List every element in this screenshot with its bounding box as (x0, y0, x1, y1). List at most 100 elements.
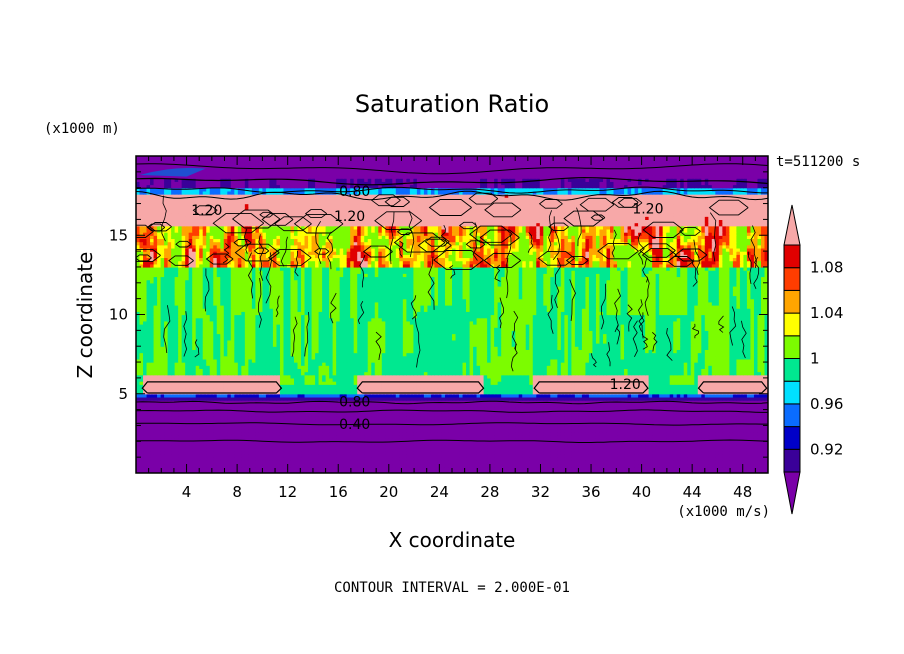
field-cell (244, 447, 249, 452)
field-cell (315, 453, 320, 458)
field-cell (525, 447, 530, 452)
field-cell (251, 441, 256, 446)
field-cell (367, 463, 372, 468)
field-cell (167, 460, 172, 465)
field-cell (539, 457, 544, 461)
field-cell (673, 444, 678, 449)
field-cell (659, 469, 664, 473)
field-cell (560, 450, 565, 455)
field-cell (258, 441, 263, 446)
field-cell (494, 450, 499, 455)
field-cell (757, 447, 762, 452)
field-cell (466, 453, 471, 458)
field-cell (315, 463, 320, 468)
field-cell (631, 457, 636, 461)
field-cell (760, 466, 766, 471)
field-cell (676, 450, 681, 455)
field-cell (599, 469, 604, 473)
field-cell (490, 469, 495, 473)
field-cell (574, 457, 579, 461)
field-cell (669, 441, 674, 446)
field-cell (522, 457, 527, 461)
field-cell (213, 450, 218, 455)
field-cell (399, 450, 404, 455)
field-cell (722, 453, 727, 458)
field-cell (227, 453, 232, 458)
field-cell (185, 447, 190, 452)
field-cell (729, 457, 734, 461)
field-cell (617, 444, 622, 449)
field-cell (662, 457, 667, 461)
field-cell (244, 453, 249, 458)
field-cell (750, 441, 755, 446)
field-cell (343, 466, 348, 471)
field-cell (613, 457, 618, 461)
field-cell (757, 453, 762, 458)
field-cell (543, 447, 548, 452)
field-cell (501, 450, 506, 455)
field-cell (139, 453, 144, 458)
field-cell (279, 469, 285, 473)
field-cell (448, 457, 453, 461)
field-cell (325, 441, 330, 446)
field-cell (157, 463, 162, 468)
field-cell (339, 447, 344, 452)
field-cell (634, 460, 639, 465)
field-cell (160, 450, 165, 455)
field-cell (416, 444, 421, 449)
field-cell (357, 453, 362, 458)
field-cell (757, 469, 762, 473)
field-cell (476, 438, 481, 442)
field-cell (444, 444, 450, 449)
field-cell (599, 457, 604, 461)
field-cell (181, 463, 186, 468)
field-cell (613, 466, 618, 471)
field-cell (325, 457, 330, 461)
field-cell (494, 453, 499, 458)
field-cell (522, 450, 527, 455)
field-cell (195, 441, 200, 446)
field-cell (708, 460, 713, 465)
field-cell (153, 466, 158, 471)
field-cell (511, 447, 516, 452)
field-cell (652, 457, 657, 461)
field-cell (553, 463, 558, 468)
field-cell (673, 450, 678, 455)
field-cell (234, 450, 239, 455)
field-cell (581, 450, 587, 455)
field-cell (648, 463, 653, 468)
field-cell (160, 453, 165, 458)
field-cell (557, 460, 562, 465)
field-cell (578, 453, 583, 458)
field-cell (624, 466, 629, 471)
field-cell (560, 466, 565, 471)
field-cell (336, 438, 341, 442)
field-cell (480, 438, 485, 442)
field-cell (444, 466, 450, 471)
field-cell (434, 460, 439, 465)
field-cell (437, 460, 443, 465)
field-cell (262, 466, 267, 471)
field-cell (543, 450, 548, 455)
field-cell (683, 469, 688, 473)
field-cell (322, 466, 327, 471)
field-cell (308, 438, 313, 442)
field-cell (206, 466, 211, 471)
field-cell (680, 450, 685, 455)
field-cell (560, 460, 565, 465)
field-cell (504, 469, 509, 473)
field-cell (669, 457, 674, 461)
field-cell (599, 453, 604, 458)
field-cell (497, 438, 502, 442)
field-cell (136, 441, 141, 446)
field-cell (237, 441, 242, 446)
field-cell (487, 444, 492, 449)
field-cell (473, 441, 478, 446)
field-cell (297, 466, 302, 471)
field-cell (265, 453, 271, 458)
field-cell (574, 460, 579, 465)
field-cell (760, 469, 766, 473)
field-cell (711, 453, 716, 458)
field-cell (708, 469, 713, 473)
field-cell (318, 466, 323, 471)
